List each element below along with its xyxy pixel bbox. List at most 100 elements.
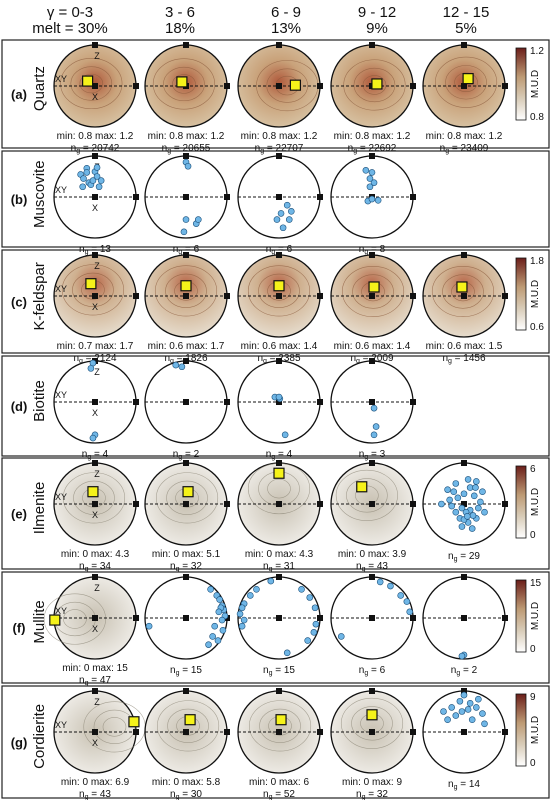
contour-line bbox=[61, 264, 124, 316]
pole-point bbox=[403, 598, 411, 605]
row-panel-border bbox=[1, 39, 550, 149]
grain-count-label: ng = 32 bbox=[170, 561, 202, 573]
axis-marker bbox=[224, 293, 230, 299]
contour-line bbox=[154, 265, 218, 317]
pole-point bbox=[387, 582, 394, 590]
axis-marker bbox=[369, 153, 375, 159]
row-mineral-label: K-feldspar bbox=[31, 262, 48, 330]
min-max-label: min: 0.6 max: 1.4 bbox=[334, 341, 411, 352]
colorbar-max: 1.2 bbox=[530, 46, 544, 57]
pole-point bbox=[468, 525, 476, 532]
pole-point bbox=[211, 622, 218, 630]
contour-line bbox=[353, 67, 396, 103]
pole-point bbox=[370, 179, 378, 186]
contour-line bbox=[341, 265, 405, 318]
pole-point bbox=[216, 596, 223, 603]
min-max-label: min: 0.6 max: 1.7 bbox=[148, 341, 225, 352]
pole-point bbox=[469, 512, 477, 519]
pole-point bbox=[472, 484, 479, 491]
header-melt-4: 5% bbox=[455, 20, 477, 37]
row-panel-border bbox=[1, 457, 550, 570]
min-max-label: min: 0 max: 4.3 bbox=[245, 549, 314, 560]
contour-line bbox=[258, 273, 300, 308]
row-mineral-label: Quartz bbox=[31, 66, 48, 111]
pole-point bbox=[362, 167, 370, 174]
pole-figure: ng = 6 bbox=[237, 153, 323, 256]
pole-figure: ng = 2 bbox=[144, 358, 230, 461]
pole-point bbox=[247, 592, 254, 599]
contour-line bbox=[172, 74, 196, 94]
pole-point bbox=[458, 652, 466, 660]
pole-figure: min: 0.6 max: 1.5ng = 1456 bbox=[422, 252, 508, 365]
x-axis-label: X bbox=[92, 92, 98, 102]
maximum-marker bbox=[180, 280, 192, 292]
pole-figure: min: 0 max: 5.8ng = 30 bbox=[144, 688, 230, 800]
min-max-label: min: 0.8 max: 1.2 bbox=[57, 131, 134, 142]
grain-count-label: ng = 34 bbox=[79, 561, 111, 573]
header-melt-0: melt = 30% bbox=[32, 20, 107, 37]
pole-point bbox=[238, 604, 246, 612]
grain-count-label: ng = 52 bbox=[263, 789, 295, 800]
axis-marker bbox=[276, 460, 282, 466]
maximum-marker bbox=[85, 278, 97, 290]
header-gamma-3: 9 - 12 bbox=[358, 4, 396, 21]
axis-marker bbox=[369, 358, 375, 364]
contour-line bbox=[152, 58, 215, 110]
pole-point bbox=[458, 523, 466, 530]
colorbar-gradient bbox=[515, 257, 527, 331]
grain-count-label: ng = 3 bbox=[359, 449, 386, 461]
maximum-marker bbox=[356, 481, 368, 493]
axis-marker bbox=[502, 293, 508, 299]
pole-point bbox=[93, 164, 101, 171]
axis-marker bbox=[183, 501, 189, 507]
contour-line bbox=[434, 56, 498, 108]
axis-marker bbox=[92, 460, 98, 466]
pole-figure: min: 0 max: 6ng = 52 bbox=[237, 688, 323, 800]
axis-marker bbox=[276, 574, 282, 580]
pole-figure: min: 0 max: 3.9ng = 43 bbox=[330, 460, 416, 573]
axis-marker bbox=[502, 501, 508, 507]
axis-marker bbox=[369, 399, 375, 405]
contour-line bbox=[62, 472, 126, 524]
pole-point bbox=[460, 490, 468, 498]
axis-marker bbox=[133, 615, 139, 621]
axis-marker bbox=[92, 83, 98, 89]
colorbar-gradient bbox=[515, 693, 527, 767]
axis-marker bbox=[461, 574, 467, 580]
pole-point bbox=[368, 195, 376, 203]
grain-count-label: ng = 32 bbox=[356, 789, 388, 800]
row-letter: (e) bbox=[11, 507, 27, 522]
pole-point bbox=[310, 629, 318, 636]
axis-marker bbox=[317, 194, 323, 200]
pole-point bbox=[397, 592, 405, 599]
pole-point bbox=[236, 610, 244, 618]
xy-plane-label: XY bbox=[55, 74, 67, 84]
xy-plane-label: XY bbox=[55, 720, 67, 730]
pole-figure: ng = 2 bbox=[422, 574, 508, 677]
pole-point bbox=[475, 695, 482, 703]
axis-marker bbox=[369, 293, 375, 299]
axis-marker bbox=[369, 615, 375, 621]
pole-point bbox=[215, 608, 223, 616]
pole-figure: min: 0.8 max: 1.2ng = 22707 bbox=[237, 42, 323, 155]
axis-marker bbox=[410, 83, 416, 89]
row-mineral-label: Cordierite bbox=[31, 704, 48, 769]
contour-line bbox=[163, 66, 205, 102]
axis-marker bbox=[183, 615, 189, 621]
axis-marker bbox=[317, 399, 323, 405]
contour-line bbox=[73, 480, 115, 515]
grain-count-label: ng = 6 bbox=[359, 665, 386, 677]
grain-count-label: ng = 15 bbox=[263, 665, 295, 677]
min-max-label: min: 0.8 max: 1.2 bbox=[334, 131, 411, 142]
axis-marker bbox=[369, 460, 375, 466]
pole-point bbox=[448, 502, 456, 510]
axis-marker bbox=[461, 460, 467, 466]
pole-point bbox=[240, 616, 248, 624]
header-melt-2: 13% bbox=[271, 20, 301, 37]
grain-count-label: ng = 43 bbox=[79, 789, 111, 800]
